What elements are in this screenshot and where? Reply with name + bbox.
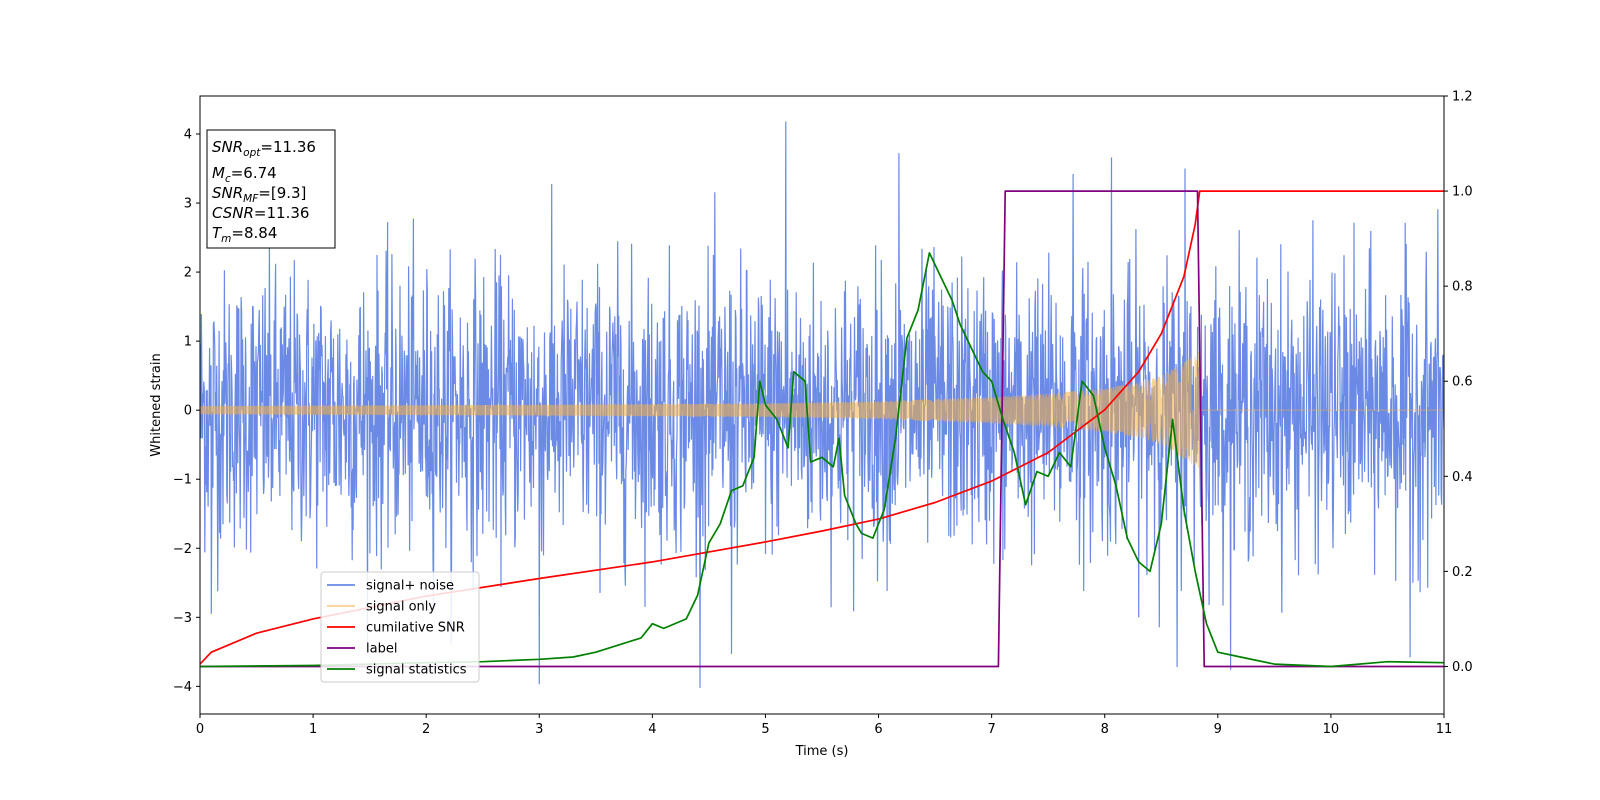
- y-tick-label: 0: [184, 404, 192, 419]
- info-box-line: Mc=6.74: [212, 164, 277, 185]
- x-tick-label: 0: [196, 722, 204, 737]
- series-label-line: [200, 190, 1444, 668]
- x-tick-label: 11: [1436, 722, 1453, 737]
- y-tick-label: 3: [184, 197, 192, 212]
- y-tick-label: −4: [173, 680, 192, 695]
- axes: 0 1 2 3 4 5 6 7 8 9 10 11 −4 −3 −2 −1 0 1 2 3 4 0.0 0.2 0.4 0.6 0…: [173, 90, 1473, 738]
- y-tick-label: 4: [184, 127, 192, 142]
- info-box-line: SNRMF=[9.3]: [212, 184, 306, 205]
- y-tick-label: 2: [184, 266, 192, 281]
- series-signal-statistics-line: [200, 252, 1444, 668]
- x-tick-label: 2: [422, 722, 430, 737]
- x-tick-label: 3: [535, 722, 543, 737]
- info-box-line: Tm=8.84: [212, 224, 277, 245]
- legend-entry-label: signal+ noise: [366, 579, 454, 594]
- y-right-tick-label: 0.6: [1452, 375, 1473, 390]
- info-box-line: SNRopt=11.36: [212, 138, 316, 159]
- legend-frame: [320, 571, 480, 683]
- series-signal-only-line: [200, 352, 1444, 468]
- x-tick-label: 4: [648, 722, 656, 737]
- info-box: SNRopt=11.36 Mc=6.74SNRMF=[9.3]CSNR=11.36…: [206, 129, 336, 249]
- info-box-frame: [206, 129, 336, 249]
- x-tick-label: 6: [874, 722, 882, 737]
- plot-frame: [199, 95, 1445, 715]
- y-tick-label: −3: [173, 611, 192, 626]
- y-tick-label: −1: [173, 473, 192, 488]
- x-tick-label: 7: [987, 722, 995, 737]
- y-right-tick-label: 1.2: [1452, 90, 1473, 105]
- x-tick-label: 5: [761, 722, 769, 737]
- x-tick-label: 9: [1214, 722, 1222, 737]
- y-right-tick-label: 0.0: [1452, 660, 1473, 675]
- legend-entry-label: signal only: [366, 600, 436, 615]
- legend: signal+ noise signal only cumilative SNR la…: [320, 571, 480, 683]
- legend-entry-label: signal statistics: [366, 663, 467, 678]
- y-right-tick-label: 0.2: [1452, 565, 1473, 580]
- y-right-tick-label: 0.4: [1452, 470, 1473, 485]
- x-tick-label: 1: [309, 722, 317, 737]
- y-right-tick-label: 1.0: [1452, 185, 1473, 200]
- series-signal-noise-line: [200, 121, 1444, 688]
- info-box-line: CSNR=11.36: [212, 204, 309, 222]
- y-tick-label: 1: [184, 335, 192, 350]
- y-axis-label: Whitened strain: [149, 353, 164, 456]
- legend-entry-label: cumilative SNR: [366, 621, 465, 636]
- x-axis-label: Time (s): [795, 744, 849, 759]
- y-right-tick-label: 0.8: [1452, 280, 1473, 295]
- x-tick-label: 10: [1323, 722, 1340, 737]
- x-tick-label: 8: [1101, 722, 1109, 737]
- legend-entry-label: label: [366, 642, 397, 657]
- y-tick-label: −2: [173, 542, 192, 557]
